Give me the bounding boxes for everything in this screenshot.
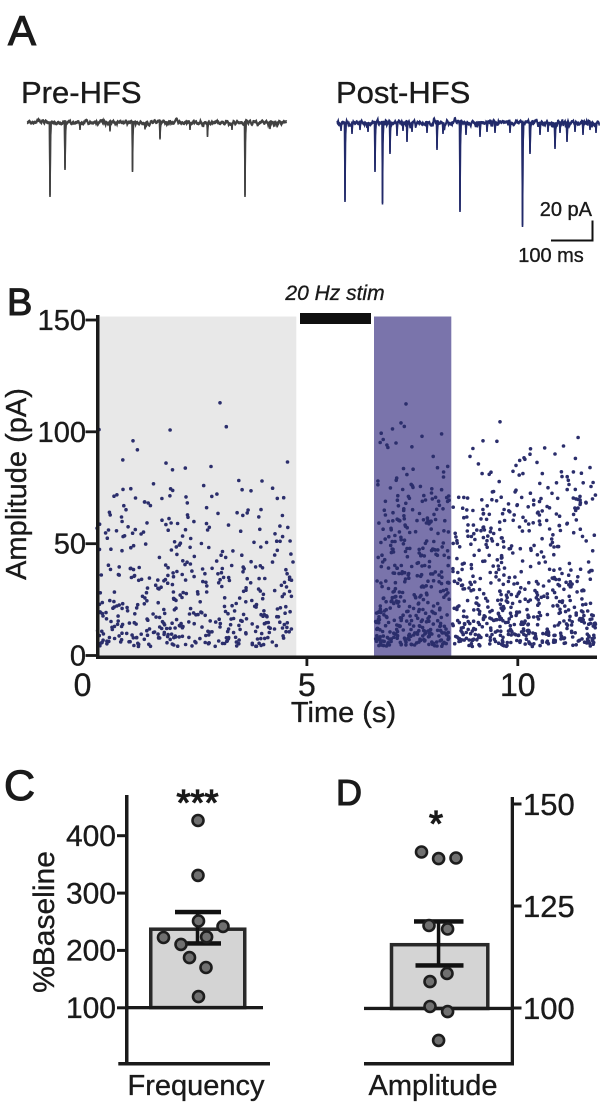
svg-text:20 Hz stim: 20 Hz stim — [284, 282, 384, 305]
svg-text:400: 400 — [66, 820, 116, 853]
svg-text:0: 0 — [70, 641, 86, 673]
svg-text:300: 300 — [66, 877, 116, 910]
svg-text:150: 150 — [38, 305, 86, 337]
svg-text:10: 10 — [500, 667, 536, 703]
svg-text:20 pA: 20 pA — [540, 199, 593, 221]
svg-text:200: 200 — [66, 935, 116, 968]
svg-text:Amplitude (pA): Amplitude (pA) — [1, 388, 33, 580]
svg-text:100: 100 — [523, 991, 575, 1026]
svg-text:50: 50 — [54, 529, 86, 561]
svg-text:0: 0 — [74, 667, 92, 703]
svg-text:C: C — [4, 762, 35, 810]
svg-text:125: 125 — [523, 889, 575, 924]
svg-text:***: *** — [176, 782, 218, 823]
svg-text:100: 100 — [66, 992, 116, 1025]
svg-text:%Baseline: %Baseline — [28, 851, 61, 993]
svg-text:Time (s): Time (s) — [291, 697, 396, 729]
svg-text:Pre-HFS: Pre-HFS — [21, 75, 142, 110]
svg-text:150: 150 — [523, 787, 575, 822]
svg-text:100: 100 — [38, 417, 86, 449]
svg-text:5: 5 — [298, 667, 316, 703]
svg-text:*: * — [429, 803, 443, 844]
svg-text:B: B — [7, 282, 32, 324]
svg-text:A: A — [8, 7, 36, 54]
svg-text:D: D — [336, 772, 362, 813]
svg-text:Frequency: Frequency — [127, 1070, 265, 1102]
svg-text:Amplitude: Amplitude — [369, 1070, 498, 1102]
svg-text:100 ms: 100 ms — [518, 245, 584, 267]
svg-text:Post-HFS: Post-HFS — [336, 75, 470, 110]
